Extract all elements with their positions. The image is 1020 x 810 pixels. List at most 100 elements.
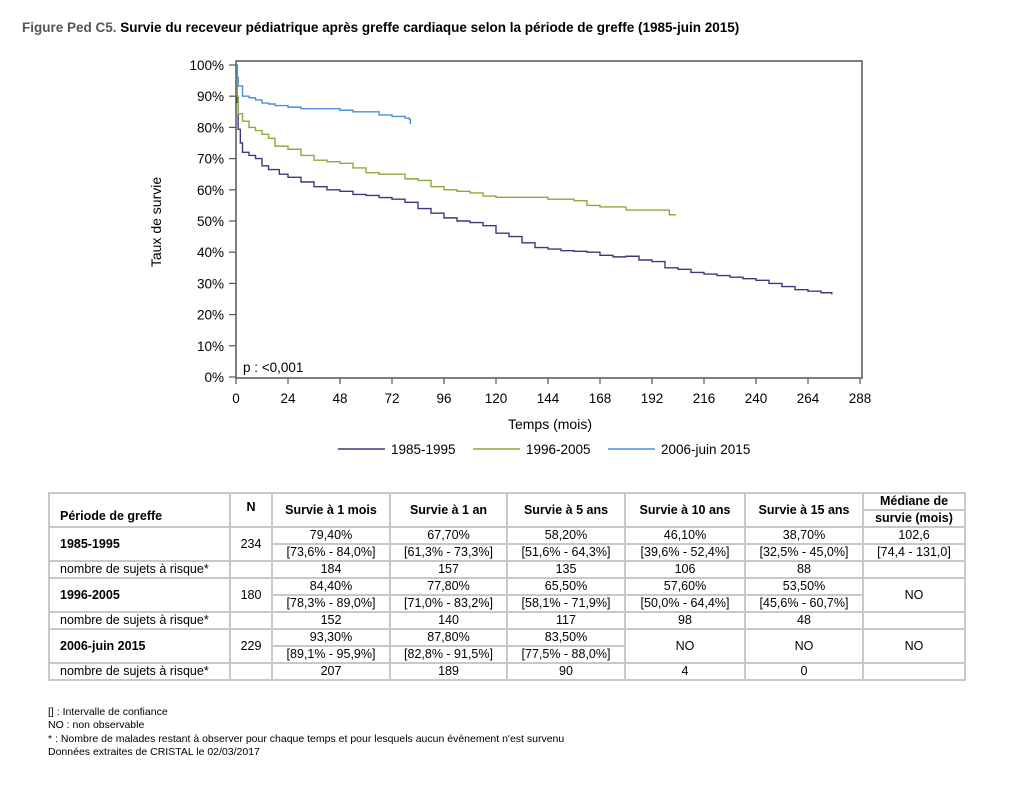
value-cell: 79,40% xyxy=(271,526,391,545)
value-cell: 57,60% xyxy=(624,577,746,596)
x-tick-label: 192 xyxy=(641,391,664,406)
x-tick-label: 288 xyxy=(849,391,872,406)
risk-cell: 189 xyxy=(389,662,508,681)
y-tick-label: 30% xyxy=(197,276,224,291)
header-median-l2: survie (mois) xyxy=(862,509,966,528)
ci-cell: [45,6% - 60,7%] xyxy=(744,594,864,613)
ci-cell: [50,0% - 64,4%] xyxy=(624,594,746,613)
survival-chart: 0% 10% 20% 30% 40% 50% 60% 70% 80% 90% 100% 0 24 48 7… xyxy=(148,58,871,457)
footnote: [] : Intervalle de confiance xyxy=(48,706,168,718)
x-tick-label: 96 xyxy=(436,391,451,406)
survival-table: Période de greffe N Survie à 1 mois Surv… xyxy=(48,492,966,681)
x-tick-label: 240 xyxy=(745,391,768,406)
y-tick-label: 0% xyxy=(204,370,224,385)
ci-cell: [71,0% - 83,2%] xyxy=(389,594,508,613)
value-cell: 53,50% xyxy=(744,577,864,596)
risk-row: nombre de sujets à risque* 152 140 117 9… xyxy=(48,611,966,630)
empty-cell xyxy=(862,560,966,579)
risk-cell: 157 xyxy=(389,560,508,579)
x-axis: 0 24 48 72 96 120 144 168 192 216 240 264 288 xyxy=(232,378,871,406)
risk-row: nombre de sujets à risque* 207 189 90 4 … xyxy=(48,662,966,681)
x-tick-label: 168 xyxy=(589,391,612,406)
table-row-ci: [89,1% - 95,9%] [82,8% - 91,5%] [77,5% -… xyxy=(49,645,965,664)
y-axis: 0% 10% 20% 30% 40% 50% 60% 70% 80% 90% 100% xyxy=(189,58,236,385)
empty-cell xyxy=(862,662,966,681)
footnote: * : Nombre de malades restant à observer… xyxy=(48,732,565,745)
risk-cell: 90 xyxy=(506,662,626,681)
median-cell: NO xyxy=(862,628,966,664)
value-cell: 87,80% xyxy=(389,628,508,647)
table-row-ci: [73,6% - 84,0%] [61,3% - 73,3%] [51,6% -… xyxy=(49,543,966,562)
risk-label: nombre de sujets à risque* xyxy=(48,560,231,579)
x-tick-label: 120 xyxy=(485,391,508,406)
x-axis-label: Temps (mois) xyxy=(508,416,592,432)
series-line-1996-2005 xyxy=(236,64,676,216)
risk-cell: 135 xyxy=(506,560,626,579)
x-tick-label: 72 xyxy=(384,391,399,406)
x-tick-label: 24 xyxy=(280,391,296,406)
ci-cell: [32,5% - 45,0%] xyxy=(744,543,864,562)
y-tick-label: 40% xyxy=(197,245,224,260)
value-cell: 65,50% xyxy=(506,577,626,596)
header-median-l1: Médiane de xyxy=(862,492,966,511)
x-tick-label: 48 xyxy=(332,391,347,406)
table-row-ci: [78,3% - 89,0%] [71,0% - 83,2%] [58,1% -… xyxy=(49,594,965,613)
header-n: N xyxy=(229,492,273,528)
risk-cell: 88 xyxy=(744,560,864,579)
table-header-row-2: survie (mois) xyxy=(49,509,966,528)
plot-border xyxy=(235,60,863,379)
ci-cell: [89,1% - 95,9%] xyxy=(271,645,391,664)
table-header-row: Période de greffe N Survie à 1 mois Surv… xyxy=(48,492,966,528)
risk-label: nombre de sujets à risque* xyxy=(48,611,231,630)
risk-label: nombre de sujets à risque* xyxy=(48,662,231,681)
risk-cell: 0 xyxy=(744,662,864,681)
risk-cell: 117 xyxy=(506,611,626,630)
median-ci-cell: [74,4 - 131,0] xyxy=(862,543,966,562)
figure-title: Figure Ped C5. Survie du receveur pédiat… xyxy=(22,20,739,35)
value-cell: 77,80% xyxy=(389,577,508,596)
median-cell: 102,6 xyxy=(862,526,966,545)
risk-cell: 140 xyxy=(389,611,508,630)
x-tick-label: 144 xyxy=(537,391,560,406)
header-15-years: Survie à 15 ans xyxy=(744,492,864,528)
value-cell: 38,70% xyxy=(744,526,864,545)
risk-row: nombre de sujets à risque* 184 157 135 1… xyxy=(48,560,966,579)
ci-cell: [61,3% - 73,3%] xyxy=(389,543,508,562)
ci-cell: [58,1% - 71,9%] xyxy=(506,594,626,613)
header-1-month: Survie à 1 mois xyxy=(271,492,391,528)
y-tick-label: 100% xyxy=(189,58,224,73)
footnote: Données extraites de CRISTAL le 02/03/20… xyxy=(48,745,260,758)
x-tick-label: 264 xyxy=(797,391,820,406)
header-10-years: Survie à 10 ans xyxy=(624,492,746,528)
ci-cell: [77,5% - 88,0%] xyxy=(506,645,626,664)
figure-title-text: Survie du receveur pédiatrique après gre… xyxy=(120,20,740,35)
value-cell: 93,30% xyxy=(271,628,391,647)
p-value-annotation: p : <0,001 xyxy=(243,360,303,375)
y-tick-label: 80% xyxy=(197,120,224,135)
series-group xyxy=(236,64,833,295)
y-tick-label: 90% xyxy=(197,89,224,104)
ci-cell: [78,3% - 89,0%] xyxy=(271,594,391,613)
y-tick-label: 60% xyxy=(197,183,224,198)
risk-cell: 106 xyxy=(624,560,746,579)
ci-cell: [82,8% - 91,5%] xyxy=(389,645,508,664)
x-tick-label: 216 xyxy=(693,391,716,406)
risk-cell: 152 xyxy=(271,611,391,630)
header-1-year: Survie à 1 an xyxy=(389,492,508,528)
n-cell: 234 xyxy=(229,526,273,562)
empty-cell xyxy=(229,662,273,681)
y-axis-label: Taux de survie xyxy=(148,177,164,267)
y-tick-label: 10% xyxy=(197,339,224,354)
footnote: NO : non observable xyxy=(48,719,145,732)
n-cell: 180 xyxy=(229,577,273,613)
legend-label: 1985-1995 xyxy=(391,442,456,457)
ci-cell: [73,6% - 84,0%] xyxy=(271,543,391,562)
plot-frame xyxy=(235,60,863,379)
risk-cell: 184 xyxy=(271,560,391,579)
risk-cell: 4 xyxy=(624,662,746,681)
period-cell: 1996-2005 xyxy=(48,577,231,613)
y-tick-label: 70% xyxy=(197,152,224,167)
value-cell: NO xyxy=(624,628,746,664)
y-tick-label: 50% xyxy=(197,214,224,229)
period-cell: 1985-1995 xyxy=(48,526,231,562)
